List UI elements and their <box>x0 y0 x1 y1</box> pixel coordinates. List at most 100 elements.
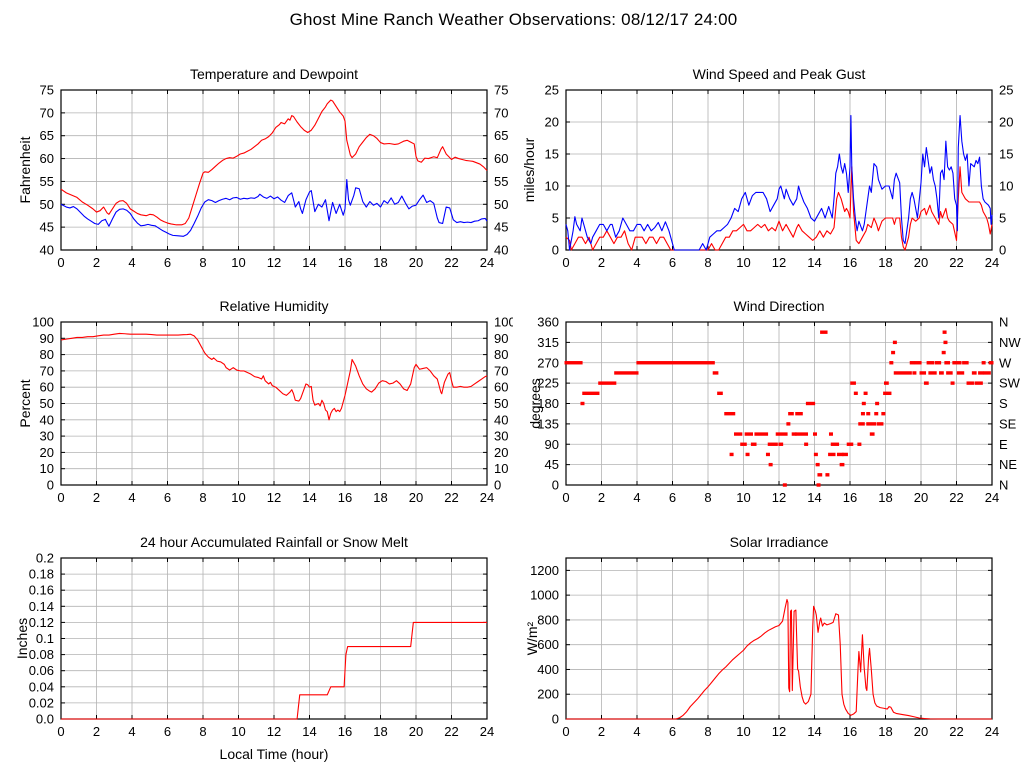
svg-text:0.04: 0.04 <box>29 679 54 694</box>
svg-text:225: 225 <box>537 376 559 391</box>
svg-text:20: 20 <box>999 115 1013 130</box>
svg-text:22: 22 <box>444 490 458 505</box>
temperature-dewpoint-plot: 0 2 4 6 8 10 12 14 16 18 20 22 244045505560657075404… <box>17 83 508 271</box>
svg-text:22: 22 <box>949 255 963 270</box>
svg-text:600: 600 <box>537 637 559 652</box>
svg-text:14: 14 <box>302 490 316 505</box>
svg-text:14: 14 <box>302 724 316 739</box>
svg-text:60: 60 <box>40 380 54 395</box>
svg-text:20: 20 <box>545 115 559 130</box>
svg-text:22: 22 <box>949 724 963 739</box>
svg-text:10: 10 <box>40 461 54 476</box>
svg-text:18: 18 <box>878 724 892 739</box>
svg-text:12: 12 <box>772 255 786 270</box>
svg-text:20: 20 <box>494 445 508 460</box>
svg-text:400: 400 <box>537 662 559 677</box>
chart-title: Wind Direction <box>733 298 825 314</box>
svg-text:15: 15 <box>999 147 1013 162</box>
svg-text:15: 15 <box>545 147 559 162</box>
svg-text:20: 20 <box>409 724 423 739</box>
svg-text:25: 25 <box>999 83 1013 98</box>
svg-text:5: 5 <box>552 211 559 226</box>
svg-text:70: 70 <box>494 105 508 120</box>
svg-text:SW: SW <box>999 376 1021 391</box>
svg-text:14: 14 <box>807 724 821 739</box>
svg-text:5: 5 <box>999 211 1006 226</box>
svg-text:18: 18 <box>878 255 892 270</box>
svg-text:12: 12 <box>267 255 281 270</box>
svg-text:75: 75 <box>40 83 54 98</box>
svg-text:14: 14 <box>302 255 316 270</box>
svg-text:SE: SE <box>999 416 1017 431</box>
svg-text:Fahrenheit: Fahrenheit <box>17 136 33 203</box>
svg-text:40: 40 <box>40 243 54 258</box>
svg-text:50: 50 <box>40 197 54 212</box>
svg-text:55: 55 <box>494 174 508 189</box>
svg-text:2: 2 <box>598 490 605 505</box>
svg-text:45: 45 <box>40 220 54 235</box>
relative-humidity-plot: 0 2 4 6 8 10 12 14 16 18 20 22 240102030405060708090… <box>17 315 513 506</box>
svg-text:100: 100 <box>32 315 54 330</box>
svg-text:24: 24 <box>480 724 494 739</box>
svg-text:18: 18 <box>373 490 387 505</box>
svg-text:0: 0 <box>552 478 559 493</box>
svg-text:1000: 1000 <box>530 588 559 603</box>
svg-text:25: 25 <box>545 83 559 98</box>
svg-text:20: 20 <box>914 724 928 739</box>
svg-text:14: 14 <box>807 255 821 270</box>
svg-text:60: 60 <box>494 151 508 166</box>
svg-text:16: 16 <box>338 724 352 739</box>
chart-wind-speed-gust: Wind Speed and Peak Gust 0 2 4 6 8 10 12 14 16 18… <box>513 58 1027 290</box>
svg-text:10: 10 <box>999 179 1013 194</box>
svg-text:0: 0 <box>57 724 64 739</box>
svg-text:270: 270 <box>537 355 559 370</box>
svg-text:0: 0 <box>57 255 64 270</box>
svg-text:315: 315 <box>537 335 559 350</box>
svg-text:60: 60 <box>40 151 54 166</box>
svg-text:10: 10 <box>736 490 750 505</box>
svg-text:10: 10 <box>736 724 750 739</box>
svg-text:24: 24 <box>985 490 999 505</box>
chart-title: 24 hour Accumulated Rainfall or Snow Mel… <box>140 534 408 550</box>
svg-text:Percent: Percent <box>17 379 33 427</box>
svg-text:12: 12 <box>267 490 281 505</box>
svg-text:16: 16 <box>843 724 857 739</box>
svg-text:miles/hour: miles/hour <box>521 137 537 202</box>
svg-text:0: 0 <box>562 255 569 270</box>
svg-text:10: 10 <box>494 461 508 476</box>
svg-text:45: 45 <box>494 220 508 235</box>
svg-text:4: 4 <box>128 490 135 505</box>
svg-text:8: 8 <box>199 724 206 739</box>
svg-text:40: 40 <box>494 412 508 427</box>
svg-text:22: 22 <box>949 490 963 505</box>
svg-text:NE: NE <box>999 457 1017 472</box>
svg-text:8: 8 <box>704 724 711 739</box>
svg-text:0: 0 <box>562 490 569 505</box>
svg-text:6: 6 <box>669 490 676 505</box>
svg-text:70: 70 <box>40 105 54 120</box>
svg-text:135: 135 <box>537 416 559 431</box>
svg-text:NW: NW <box>999 335 1021 350</box>
svg-text:20: 20 <box>409 255 423 270</box>
svg-text:18: 18 <box>373 255 387 270</box>
chart-title: Solar Irradiance <box>729 534 829 550</box>
svg-text:2: 2 <box>93 490 100 505</box>
svg-text:8: 8 <box>199 255 206 270</box>
svg-text:65: 65 <box>494 128 508 143</box>
svg-text:6: 6 <box>164 724 171 739</box>
svg-text:10: 10 <box>736 255 750 270</box>
svg-text:16: 16 <box>843 255 857 270</box>
svg-text:0.02: 0.02 <box>29 695 54 710</box>
svg-text:1200: 1200 <box>530 563 559 578</box>
svg-text:10: 10 <box>231 255 245 270</box>
chart-relative-humidity: Relative Humidity 0 2 4 6 8 10 12 14 16 18 20 22 24 0… <box>0 290 513 520</box>
svg-text:10: 10 <box>231 490 245 505</box>
svg-text:14: 14 <box>807 490 821 505</box>
svg-text:90: 90 <box>40 331 54 346</box>
svg-text:60: 60 <box>494 380 508 395</box>
svg-text:2: 2 <box>598 724 605 739</box>
svg-text:24: 24 <box>985 724 999 739</box>
svg-text:360: 360 <box>537 315 559 330</box>
svg-text:8: 8 <box>199 490 206 505</box>
